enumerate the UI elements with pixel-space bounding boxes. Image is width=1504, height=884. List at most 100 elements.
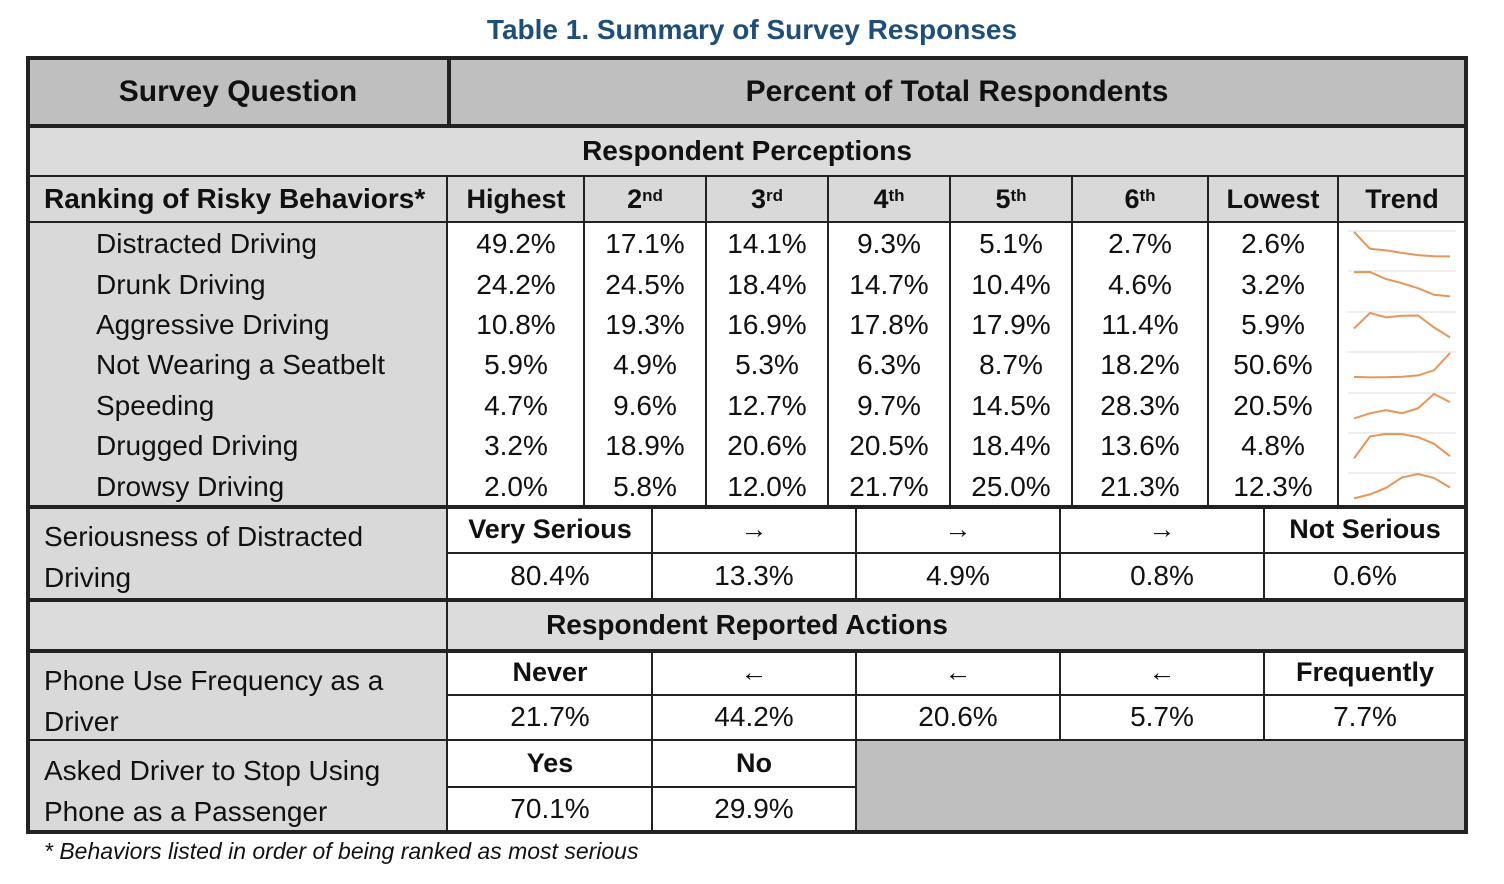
grid-hline <box>448 552 1466 554</box>
header-survey-question: Survey Question <box>28 58 448 126</box>
ranking-value-cell: 4.9% <box>613 349 677 381</box>
ranking-value-cell: 4.8% <box>1241 430 1305 462</box>
seriousness-value-cell: 13.3% <box>652 552 856 600</box>
section-respondent-perceptions: Respondent Perceptions <box>28 126 1466 176</box>
seriousness-value-cell: 4.9% <box>856 552 1060 600</box>
grid-hline <box>28 221 1466 223</box>
phone-use-header-cell: Never <box>448 650 652 694</box>
asked-driver-value-cell: 70.1% <box>448 786 652 832</box>
grid-hline <box>28 649 1466 653</box>
ranking-label-column <box>28 222 448 506</box>
grid-vline <box>583 175 585 506</box>
grid-vline <box>26 56 30 834</box>
column-header-text: 6 <box>1124 183 1140 214</box>
ranking-value-cell: 49.2% <box>476 228 556 260</box>
grid-hline <box>448 786 856 788</box>
column-header-text: 4 <box>873 183 889 214</box>
grid-vline <box>827 175 829 506</box>
ranking-value-cell: 11.4% <box>1101 308 1179 340</box>
ranking-value-cell: 13.6% <box>1100 430 1180 462</box>
grid-hline <box>28 598 1466 602</box>
seriousness-header-cell: Not Serious <box>1264 506 1466 552</box>
ranking-column-header: Highest <box>448 176 584 222</box>
trend-sparkline <box>1348 230 1456 258</box>
phone-use-header-cell: ← <box>652 650 856 694</box>
ranking-value-cell: 9.7% <box>857 389 921 421</box>
ranking-row-label: Drowsy Driving <box>96 470 285 502</box>
seriousness-value-cell: 80.4% <box>448 552 652 600</box>
asked-driver-header-cell: Yes <box>448 740 652 786</box>
column-header-superscript: th <box>888 186 905 205</box>
ranking-row-label: Speeding <box>96 389 215 421</box>
ranking-data-area <box>448 222 1466 506</box>
seriousness-header-cell: → <box>652 506 856 552</box>
trend-sparkline <box>1348 432 1456 459</box>
column-header-text: 3 <box>750 183 767 214</box>
ranking-value-cell: 9.3% <box>857 228 921 260</box>
ranking-value-cell: 18.4% <box>727 268 807 300</box>
ranking-value-cell: 5.9% <box>484 349 548 381</box>
phone-use-value-cell: 21.7% <box>448 694 652 740</box>
ranking-value-cell: 10.8% <box>476 308 556 340</box>
ranking-value-cell: 5.8% <box>613 470 677 502</box>
ranking-value-cell: 14.7% <box>849 268 929 300</box>
ranking-value-cell: 20.5% <box>1233 389 1313 421</box>
grid-vline <box>1337 175 1339 506</box>
ranking-value-cell: 20.6% <box>727 430 807 462</box>
grid-vline <box>446 175 448 831</box>
column-header-superscript: rd <box>766 186 784 205</box>
phone-use-label: Phone Use Frequency as a Driver <box>28 650 448 740</box>
ranking-value-cell: 3.2% <box>484 430 548 462</box>
phone-use-value-cell: 20.6% <box>856 694 1060 740</box>
ranking-row-label: Drugged Driving <box>96 430 299 462</box>
trend-sparkline <box>1348 351 1456 379</box>
grid-hline <box>26 124 1468 128</box>
ranking-value-cell: 18.9% <box>605 430 685 462</box>
ranking-value-cell: 12.7% <box>727 389 807 421</box>
ranking-value-cell: 16.9% <box>727 308 807 340</box>
ranking-value-cell: 20.5% <box>849 430 929 462</box>
grid-hline <box>26 830 1468 834</box>
ranking-value-cell: 2.6% <box>1241 228 1305 260</box>
section-respondent-actions: Respondent Reported Actions <box>28 600 1466 650</box>
header-percent-respondents: Percent of Total Respondents <box>448 58 1466 126</box>
ranking-value-cell: 4.6% <box>1108 268 1172 300</box>
seriousness-header-cell: → <box>856 506 1060 552</box>
phone-use-header-cell: ← <box>1060 650 1264 694</box>
ranking-value-cell: 24.5% <box>605 268 685 300</box>
ranking-value-cell: 25.0% <box>971 470 1051 502</box>
ranking-value-cell: 14.1% <box>727 228 807 260</box>
ranking-value-cell: 3.2% <box>1241 268 1305 300</box>
grid-hline <box>26 56 1468 60</box>
phone-use-value-cell: 44.2% <box>652 694 856 740</box>
seriousness-header-cell: → <box>1060 506 1264 552</box>
column-header-text: 2 <box>627 183 643 214</box>
ranking-column-header: Trend <box>1338 176 1466 222</box>
grid-hline <box>28 505 1466 509</box>
ranking-value-cell: 12.0% <box>727 470 807 502</box>
grid-vline <box>651 739 653 831</box>
ranking-column-header: Lowest <box>1208 176 1338 222</box>
ranking-value-cell: 50.6% <box>1233 349 1313 381</box>
ranking-row-label: Drunk Driving <box>96 268 266 300</box>
ranking-value-cell: 5.9% <box>1241 308 1305 340</box>
grid-vline <box>1464 56 1468 834</box>
grid-hline <box>28 739 1466 741</box>
ranking-value-cell: 5.3% <box>735 349 799 381</box>
trend-sparkline <box>1348 270 1456 298</box>
ranking-value-cell: 8.7% <box>979 349 1043 381</box>
ranking-value-cell: 19.3% <box>605 308 685 340</box>
ranking-value-cell: 21.3% <box>1100 470 1180 502</box>
grid-vline <box>705 175 707 506</box>
ranking-value-cell: 18.4% <box>971 430 1051 462</box>
seriousness-value-cell: 0.6% <box>1264 552 1466 600</box>
column-header-text: Lowest <box>1226 183 1320 214</box>
column-header-superscript: th <box>1139 186 1156 205</box>
ranking-row-label: Aggressive Driving <box>96 308 330 340</box>
grid-vline <box>1071 175 1073 506</box>
ranking-label: Ranking of Risky Behaviors* <box>28 176 448 222</box>
trend-line <box>1353 473 1451 500</box>
ranking-value-cell: 4.7% <box>484 389 548 421</box>
